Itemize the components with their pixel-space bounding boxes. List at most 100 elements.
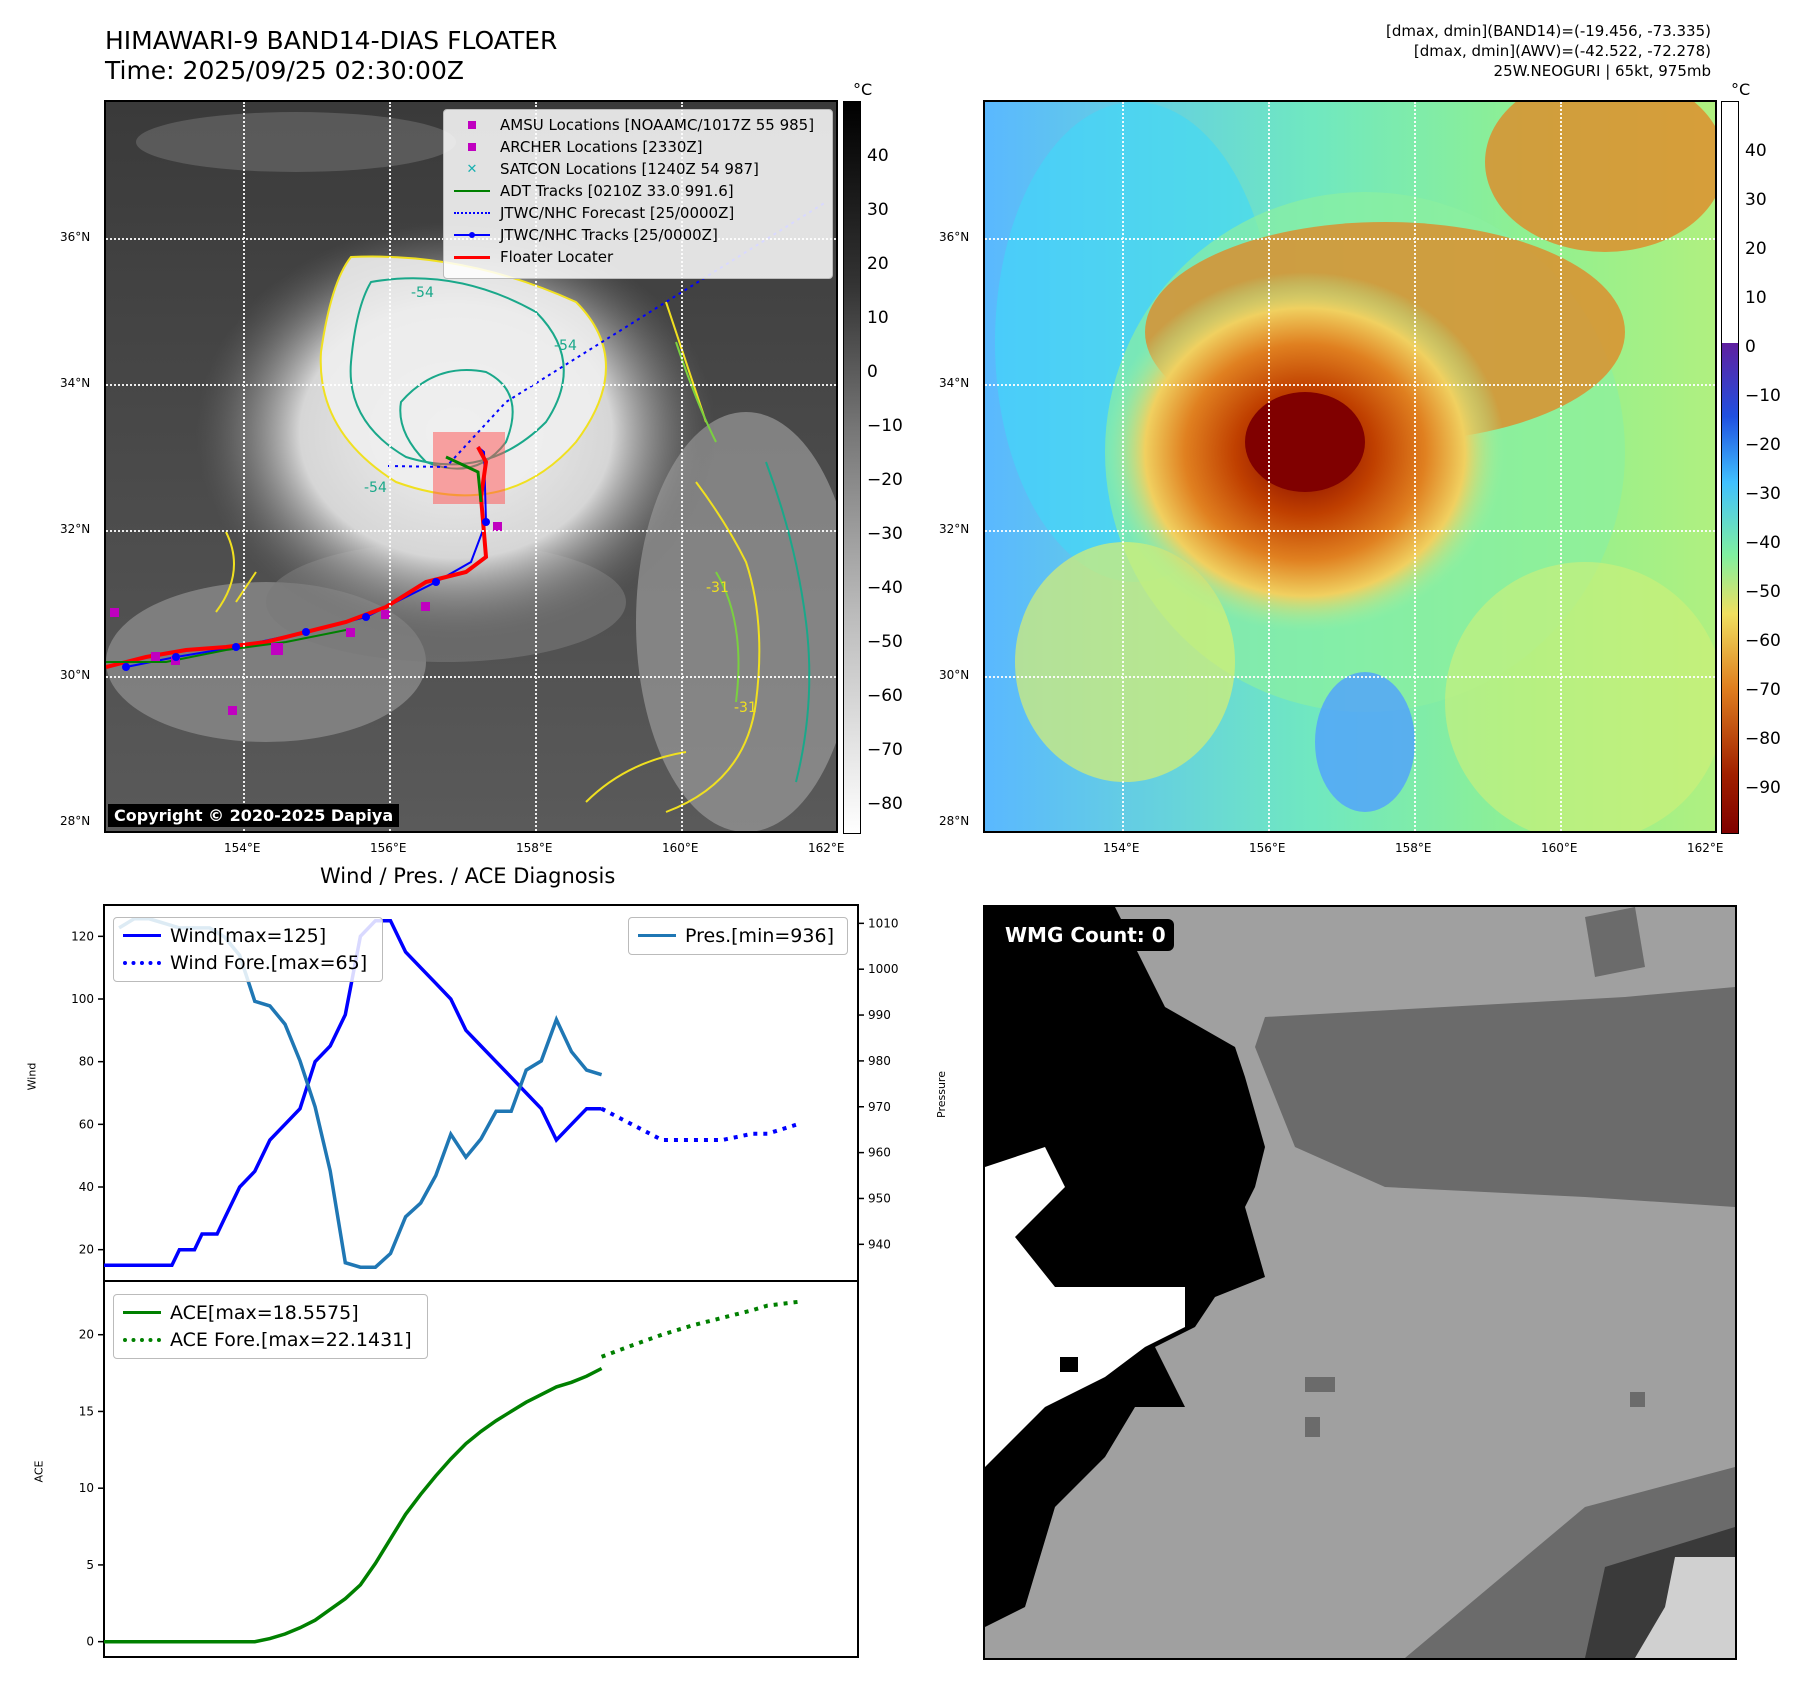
colorbar-tick: −70 xyxy=(1745,680,1781,700)
legend-item-forecast: JTWC/NHC Forecast [25/0000Z] xyxy=(452,202,824,224)
legend-item-adt: ADT Tracks [0210Z 33.0 991.6] xyxy=(452,180,824,202)
contour-label-3: -54 xyxy=(364,480,387,496)
solid-line-icon xyxy=(454,255,490,259)
colorbar-tick: 40 xyxy=(867,146,889,166)
legend-item-satcon: ✕ SATCON Locations [1240Z 54 987] xyxy=(452,158,824,180)
colorbar-tick: 20 xyxy=(1745,239,1767,259)
solid-line-icon xyxy=(638,934,676,937)
colorbar-tick: −40 xyxy=(867,578,903,598)
contour-label-2: -54 xyxy=(554,338,577,354)
awv-map-image xyxy=(985,102,1715,831)
pressure-axis-tick-label: 960 xyxy=(868,1146,891,1160)
solid-line-icon xyxy=(123,934,161,937)
wind-axis-tick-label: 40 xyxy=(79,1180,94,1194)
info-storm: 25W.NEOGURI | 65kt, 975mb xyxy=(1493,62,1711,80)
dotted-line-icon xyxy=(123,960,161,965)
figure-time: Time: 2025/09/25 02:30:00Z xyxy=(105,56,464,85)
ir-map-panel: -54 -54 -54 -31 -31 AMSU Locations [NOAA… xyxy=(104,100,838,833)
lon-label: 156°E xyxy=(370,841,407,855)
colorbar-tick: −20 xyxy=(867,470,903,490)
copyright-badge: Copyright © 2020-2025 Dapiya xyxy=(108,804,400,827)
legend-item-archer: ARCHER Locations [2330Z] xyxy=(452,136,824,158)
lat-label: 30°N xyxy=(939,668,970,682)
ace-axis-tick-label: 0 xyxy=(86,1635,94,1649)
lon-label: 154°E xyxy=(1103,841,1140,855)
legend-item-wind: Wind[max=125] xyxy=(122,922,374,949)
colorbar-gray xyxy=(843,101,861,834)
colorbar-tick: −10 xyxy=(1745,386,1781,406)
legend-item-pressure: Pres.[min=936] xyxy=(637,922,839,949)
colorbar-tick: −80 xyxy=(1745,729,1781,749)
legend-item-amsu: AMSU Locations [NOAAMC/1017Z 55 985] xyxy=(452,114,824,136)
wind-axis-tick-label: 120 xyxy=(71,929,94,943)
lat-label: 36°N xyxy=(60,230,91,244)
colorbar-tick: 20 xyxy=(867,254,889,274)
colorbar-tick: 30 xyxy=(867,200,889,220)
colorbar-awv-unit: °C xyxy=(1731,80,1751,99)
colorbar-tick: 30 xyxy=(1745,190,1767,210)
ace-axis-tick-label: 20 xyxy=(79,1328,94,1342)
series-ace-fore-max-22-1431 xyxy=(600,1299,798,1359)
colorbar-tick: −60 xyxy=(1745,631,1781,651)
lat-label: 32°N xyxy=(939,522,970,536)
pressure-axis-tick-label: 950 xyxy=(868,1191,891,1205)
lat-label: 28°N xyxy=(939,814,970,828)
lat-label: 36°N xyxy=(939,230,970,244)
colorbar-tick: 40 xyxy=(1745,141,1767,161)
contour-label-1: -54 xyxy=(411,285,434,301)
pressure-legend: Pres.[min=936] xyxy=(628,917,848,955)
ace-legend: ACE[max=18.5575] ACE Fore.[max=22.1431] xyxy=(113,1294,428,1359)
colorbar-tick: −80 xyxy=(867,794,903,814)
wind-legend: Wind[max=125] Wind Fore.[max=65] xyxy=(113,917,383,982)
contour-label-5: -31 xyxy=(734,700,757,716)
legend-item-wind-forecast: Wind Fore.[max=65] xyxy=(122,949,374,976)
lon-label: 160°E xyxy=(1541,841,1578,855)
wmg-panel: WMG Count: 0 xyxy=(983,905,1737,1660)
colorbar-tick: −50 xyxy=(867,632,903,652)
lat-label: 34°N xyxy=(60,376,91,390)
colorbar-tick: −20 xyxy=(1745,435,1781,455)
series-wind-fore-max-65 xyxy=(600,1106,799,1142)
legend-item-ace-forecast: ACE Fore.[max=22.1431] xyxy=(122,1326,419,1353)
square-marker-icon xyxy=(468,143,476,151)
lat-label: 28°N xyxy=(60,814,91,828)
series-ace-max-18-5575 xyxy=(104,1366,603,1644)
ace-axis-tick-label: 5 xyxy=(86,1558,94,1572)
pressure-axis-tick-label: 940 xyxy=(868,1237,891,1251)
colorbar-tick: −60 xyxy=(867,686,903,706)
diagnosis-title: Wind / Pres. / ACE Diagnosis xyxy=(320,864,616,888)
wind-axis-tick-label: 100 xyxy=(71,992,94,1006)
wind-axis-tick-label: 60 xyxy=(79,1117,94,1131)
awv-map-panel xyxy=(983,100,1717,833)
legend-item-tracks: JTWC/NHC Tracks [25/0000Z] xyxy=(452,224,824,246)
wind-axis-tick-label: 20 xyxy=(79,1243,94,1257)
solid-line-icon xyxy=(454,190,490,192)
colorbar-tick: 10 xyxy=(867,308,889,328)
wind-axis-tick-label: 80 xyxy=(79,1055,94,1069)
pressure-axis-tick-label: 1010 xyxy=(868,916,899,930)
lon-label: 158°E xyxy=(516,841,553,855)
lon-label: 156°E xyxy=(1249,841,1286,855)
pressure-axis-tick-label: 1000 xyxy=(868,962,899,976)
legend-item-ace: ACE[max=18.5575] xyxy=(122,1299,419,1326)
ace-axis-tick-label: 10 xyxy=(79,1481,94,1495)
lon-label: 162°E xyxy=(808,841,845,855)
square-marker-icon xyxy=(468,121,476,129)
colorbar-tick: −50 xyxy=(1745,582,1781,602)
colorbar-awv xyxy=(1721,101,1739,834)
dotted-line-icon xyxy=(454,212,490,214)
pressure-axis-tick-label: 970 xyxy=(868,1100,891,1114)
ace-axis-tick-label: 15 xyxy=(79,1404,94,1418)
wmg-count-badge: WMG Count: 0 xyxy=(997,919,1174,951)
lat-label: 32°N xyxy=(60,522,91,536)
colorbar-tick: −40 xyxy=(1745,533,1781,553)
lon-label: 162°E xyxy=(1687,841,1724,855)
legend-item-floater: Floater Locater xyxy=(452,246,824,268)
lon-label: 154°E xyxy=(224,841,261,855)
lon-label: 160°E xyxy=(662,841,699,855)
figure-title: HIMAWARI-9 BAND14-DIAS FLOATER xyxy=(105,26,558,55)
colorbar-tick: −30 xyxy=(1745,484,1781,504)
solid-line-icon xyxy=(123,1311,161,1314)
info-band14: [dmax, dmin](BAND14)=(-19.456, -73.335) xyxy=(1386,22,1711,40)
